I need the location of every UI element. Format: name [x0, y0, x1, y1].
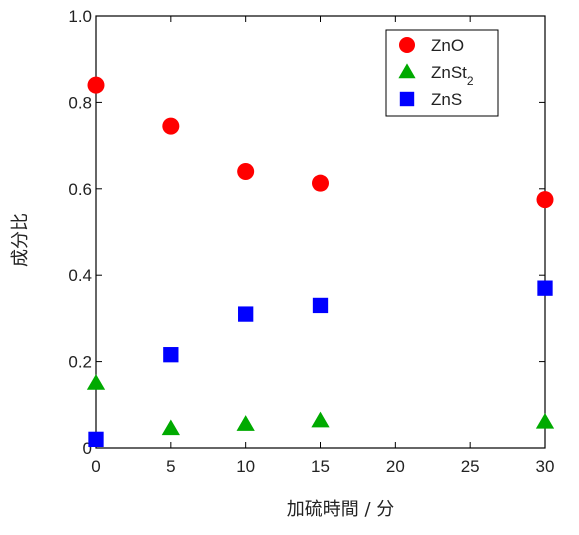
y-axis-title: 成分比: [10, 213, 31, 267]
x-tick-label: 10: [236, 457, 255, 476]
data-point-znst2: [86, 374, 106, 390]
data-points: [86, 76, 555, 448]
legend-marker-znst2: [398, 63, 416, 79]
y-tick-label: 0.4: [68, 266, 92, 285]
legend: ZnO ZnSt2 ZnS: [385, 29, 499, 117]
legend-label-zno: ZnO: [431, 36, 464, 55]
data-point-zno: [87, 76, 105, 94]
data-point-zno: [237, 163, 255, 181]
legend-label-znst2: ZnSt2: [431, 63, 474, 88]
data-point-zns: [88, 431, 104, 448]
data-point-znst2: [311, 411, 330, 428]
x-tick-label: 0: [91, 457, 100, 476]
data-point-zns: [163, 347, 179, 363]
y-tick-label: 0.6: [68, 180, 92, 199]
x-tick-label: 15: [311, 457, 330, 476]
series-zno: [87, 76, 554, 209]
data-point-zns: [238, 306, 254, 322]
data-point-zns: [537, 280, 553, 296]
y-tick-label: 0.8: [68, 93, 92, 112]
axis-tick-labels: 0 5 10 15 20 25 30 0 0.2 0.4 0.6 0.8 1.0: [68, 7, 554, 476]
legend-label-zns: ZnS: [431, 90, 462, 109]
y-tick-label: 0.2: [68, 353, 92, 372]
data-point-znst2: [161, 419, 180, 436]
axis-ticks: [95, 15, 546, 449]
data-point-zno: [312, 174, 329, 192]
legend-marker-zns: [399, 91, 415, 107]
data-point-znst2: [535, 412, 555, 429]
data-point-znst2: [236, 415, 255, 431]
x-tick-label: 5: [166, 457, 175, 476]
series-zns: [88, 280, 553, 448]
data-point-zno: [536, 191, 554, 209]
data-point-zno: [162, 117, 180, 135]
y-tick-label: 1.0: [68, 7, 92, 26]
x-axis-title: 加硫時間 / 分: [287, 499, 395, 520]
x-tick-label: 20: [386, 457, 405, 476]
data-point-zns: [312, 297, 329, 314]
series-znst2: [86, 374, 555, 436]
legend-marker-zno: [399, 37, 415, 53]
x-tick-label: 25: [461, 457, 480, 476]
x-tick-label: 30: [536, 457, 555, 476]
y-tick-label: 0: [83, 439, 92, 458]
